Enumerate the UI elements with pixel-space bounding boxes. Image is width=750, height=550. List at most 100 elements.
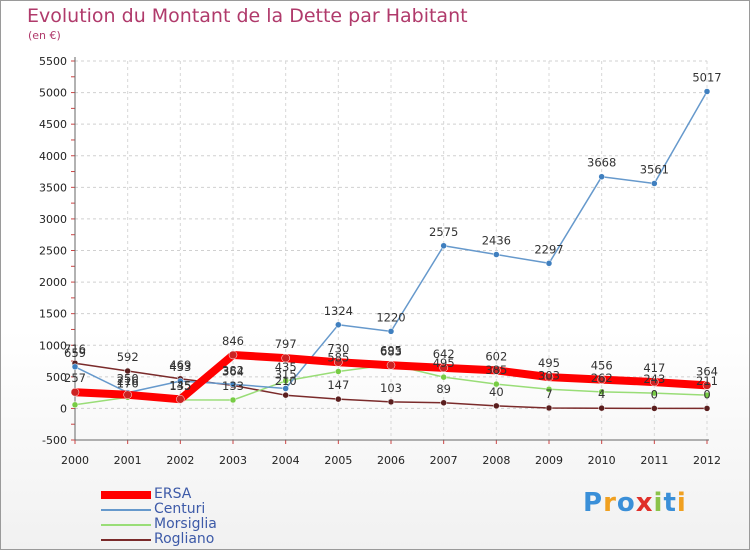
y-tick-label: 500 [46,371,67,384]
legend-label-morsiglia: Morsiglia [154,516,217,532]
data-label-morsiglia: 585 [327,350,349,364]
data-point-centuri [598,173,605,180]
logo-letter: t [663,488,677,518]
y-tick-label: 4500 [39,118,67,131]
data-point-morsiglia [335,368,342,375]
y-tick-label: 0 [60,402,67,415]
y-tick-label: 5500 [39,55,67,68]
logo-letter: r [603,488,617,518]
data-point-rogliano [335,395,342,403]
data-label-centuri: 382 [222,363,244,377]
data-label-centuri: 1220 [376,310,405,324]
y-tick-label: 2500 [39,245,67,258]
legend-swatch-morsiglia [101,524,151,526]
data-point-centuri [545,260,553,267]
data-label-rogliano: 469 [169,358,191,372]
y-tick-label: 2000 [39,276,67,289]
data-point-centuri [335,321,342,329]
data-label-rogliano: 147 [327,378,349,392]
data-label-ersa: 417 [643,361,665,375]
chart-title: Evolution du Montant de la Dette par Hab… [27,5,468,27]
data-label-rogliano: 4 [598,387,605,401]
data-label-rogliano: 40 [489,385,504,399]
data-point-ersa [439,363,448,373]
data-point-rogliano [703,405,711,412]
data-label-morsiglia: 135 [169,379,191,393]
x-tick-label: 2010 [588,454,616,467]
data-label-morsiglia: 495 [433,356,455,370]
data-point-morsiglia [703,391,711,399]
data-label-rogliano: 364 [222,364,244,378]
data-point-morsiglia [493,380,500,388]
data-label-rogliano: 592 [117,350,139,364]
x-tick-label: 2006 [377,454,405,467]
logo-letter: x [635,488,654,518]
data-point-rogliano [545,404,553,412]
logo-letter: o [616,488,636,518]
data-label-centuri: 250 [117,372,139,386]
data-point-ersa [228,350,238,360]
y-tick-label: -500 [42,434,67,447]
data-label-ersa: 683 [380,344,402,358]
data-label-morsiglia: 243 [643,372,665,386]
data-label-rogliano: 0 [703,387,710,401]
x-tick-label: 2000 [61,454,89,467]
data-point-centuri [71,363,79,371]
x-tick-label: 2002 [166,454,194,467]
x-tick-label: 2004 [272,454,300,467]
data-label-ersa: 257 [64,371,86,385]
data-label-rogliano: 716 [64,342,86,356]
data-point-centuri [387,328,395,335]
y-tick-label: 1000 [39,339,67,352]
legend-label-rogliano: Rogliano [154,531,215,547]
data-point-ersa [597,375,606,384]
logo-letter: i [653,488,664,518]
data-point-morsiglia [440,373,447,381]
x-tick-label: 2011 [640,454,668,467]
data-label-rogliano: 0 [651,387,658,401]
y-tick-label: 5000 [39,87,67,100]
data-point-ersa [386,361,396,370]
legend-label-centuri: Centuri [154,501,206,517]
data-point-centuri [440,242,447,250]
x-tick-label: 2003 [219,454,247,467]
data-point-morsiglia [545,386,553,393]
data-label-ersa: 846 [222,334,244,348]
data-point-centuri [703,88,711,95]
data-label-morsiglia: 385 [485,363,507,377]
y-tick-label: 3000 [39,213,67,226]
data-label-morsiglia: 262 [591,371,613,385]
data-point-morsiglia [598,388,605,396]
x-tick-label: 2009 [535,454,563,467]
data-point-rogliano [440,399,447,407]
data-label-ersa: 364 [696,364,718,378]
proxiti-logo: Proxiti [583,488,687,518]
data-point-rogliano [124,367,131,375]
data-label-rogliano: 103 [380,381,402,395]
data-label-centuri: 433 [169,360,191,374]
data-label-centuri: 659 [64,346,86,360]
data-label-rogliano: 7 [545,387,552,401]
data-label-morsiglia: 133 [222,379,244,393]
data-point-centuri [651,180,658,187]
data-point-ersa [123,390,132,400]
data-point-ersa [544,372,554,382]
data-point-ersa [176,395,185,404]
legend-swatch-centuri [101,509,151,511]
data-label-morsiglia: 176 [117,376,139,390]
data-label-ersa: 642 [433,347,455,361]
data-label-morsiglia: 303 [538,368,560,382]
data-label-ersa: 602 [485,349,507,363]
chart-subtitle: (en €) [28,29,61,42]
data-label-ersa: 456 [591,359,613,373]
data-label-centuri: 3668 [587,156,616,170]
data-label-rogliano: 210 [275,374,297,388]
data-label-centuri: 5017 [692,71,721,85]
data-point-morsiglia [71,401,79,409]
data-point-ersa [70,387,80,397]
x-tick-label: 2007 [430,454,458,467]
data-point-ersa [492,366,501,375]
data-label-centuri: 1324 [324,304,353,318]
